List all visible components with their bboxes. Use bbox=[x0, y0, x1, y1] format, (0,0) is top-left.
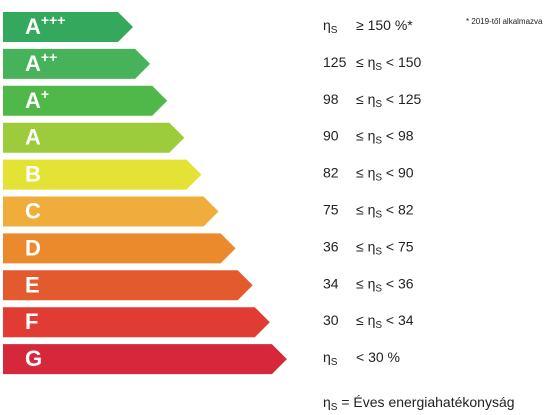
subscript: S bbox=[331, 357, 338, 368]
condition: ≤ ηS < 150 bbox=[356, 54, 422, 73]
energy-arrow bbox=[3, 196, 219, 227]
subscript: S bbox=[375, 246, 382, 257]
condition: ≥ 150 %* bbox=[356, 17, 413, 33]
letter: F bbox=[25, 309, 38, 334]
class-letter: C bbox=[25, 198, 41, 223]
text: < 30 % bbox=[356, 349, 400, 365]
text: ≤ η bbox=[356, 312, 375, 328]
text: ≤ η bbox=[356, 54, 375, 70]
text: 98 bbox=[323, 91, 339, 107]
text: 125 bbox=[323, 54, 347, 70]
text: η bbox=[323, 17, 331, 33]
letter: A bbox=[25, 88, 41, 113]
text: < 36 bbox=[382, 275, 414, 291]
subscript: S bbox=[375, 209, 382, 220]
text: < 90 bbox=[382, 164, 414, 180]
letter: G bbox=[25, 346, 42, 371]
footnote: * 2019-től alkalmazva bbox=[466, 17, 543, 26]
class-letter: D bbox=[25, 235, 41, 260]
text: 36 bbox=[323, 238, 339, 254]
letter: E bbox=[25, 272, 40, 297]
condition: ≤ ηS < 34 bbox=[356, 312, 414, 331]
condition: ≤ ηS < 125 bbox=[356, 91, 422, 110]
subscript: S bbox=[375, 98, 382, 109]
energy-arrow bbox=[3, 270, 253, 301]
text: 82 bbox=[323, 164, 339, 180]
subscript: S bbox=[375, 135, 382, 146]
energy-arrow bbox=[3, 48, 151, 79]
condition: 90 bbox=[323, 127, 339, 143]
letter: C bbox=[25, 198, 41, 223]
text: 30 bbox=[323, 312, 339, 328]
text: 75 bbox=[323, 201, 339, 217]
text: < 75 bbox=[382, 238, 414, 254]
condition: 82 bbox=[323, 164, 339, 180]
superscript: + bbox=[41, 86, 49, 102]
class-letter: A bbox=[25, 125, 41, 150]
condition: ≤ ηS < 82 bbox=[356, 201, 414, 220]
class-letter: B bbox=[25, 161, 41, 186]
energy-arrow bbox=[3, 159, 202, 190]
text: ≤ η bbox=[356, 201, 375, 217]
condition: 75 bbox=[323, 201, 339, 217]
condition: 98 bbox=[323, 91, 339, 107]
superscript: ++ bbox=[41, 49, 57, 65]
subscript: S bbox=[375, 320, 382, 331]
energy-arrow bbox=[3, 12, 133, 42]
class-letter: A+++ bbox=[25, 12, 65, 39]
legend: ηS = Éves energiahatékonyság bbox=[323, 394, 515, 413]
condition: ≤ ηS < 75 bbox=[356, 238, 414, 257]
energy-arrow bbox=[3, 307, 270, 338]
subscript: S bbox=[375, 172, 382, 183]
condition: 125 bbox=[323, 54, 347, 70]
text: ≤ η bbox=[356, 238, 375, 254]
class-letter: A+ bbox=[25, 86, 49, 113]
condition: 36 bbox=[323, 238, 339, 254]
subscript: S bbox=[375, 62, 382, 73]
superscript: +++ bbox=[41, 12, 66, 28]
energy-arrow bbox=[3, 344, 287, 375]
text: ≤ η bbox=[356, 275, 375, 291]
text: < 34 bbox=[382, 312, 414, 328]
class-letter: F bbox=[25, 309, 38, 334]
text: 90 bbox=[323, 127, 339, 143]
class-letter: E bbox=[25, 272, 40, 297]
class-letter: A++ bbox=[25, 49, 57, 76]
subscript: S bbox=[331, 25, 338, 36]
letter: A bbox=[25, 14, 41, 39]
text: 34 bbox=[323, 275, 339, 291]
text: < 82 bbox=[382, 201, 414, 217]
class-letter: G bbox=[25, 346, 42, 371]
text: η bbox=[323, 349, 331, 365]
letter: B bbox=[25, 161, 41, 186]
text: ≥ 150 %* bbox=[356, 17, 413, 33]
condition: ≤ ηS < 90 bbox=[356, 164, 414, 183]
text: < 125 bbox=[382, 91, 422, 107]
condition: ≤ ηS < 36 bbox=[356, 275, 414, 294]
text: ≤ η bbox=[356, 164, 375, 180]
energy-arrow bbox=[3, 233, 236, 264]
condition: ηS bbox=[323, 349, 338, 368]
letter: D bbox=[25, 235, 41, 260]
energy-arrow bbox=[3, 85, 168, 116]
subscript: S bbox=[331, 402, 338, 413]
letter: A bbox=[25, 125, 41, 150]
text: < 150 bbox=[382, 54, 422, 70]
condition: ηS bbox=[323, 17, 338, 36]
condition: ≤ ηS < 98 bbox=[356, 127, 414, 146]
condition: 34 bbox=[323, 275, 339, 291]
letter: A bbox=[25, 51, 41, 76]
subscript: S bbox=[375, 283, 382, 294]
text: < 98 bbox=[382, 127, 414, 143]
text: ≤ η bbox=[356, 91, 375, 107]
condition: 30 bbox=[323, 312, 339, 328]
text: ≤ η bbox=[356, 127, 375, 143]
text: η bbox=[323, 394, 331, 410]
energy-arrow bbox=[3, 122, 185, 153]
condition: < 30 % bbox=[356, 349, 400, 365]
text: = Éves energiahatékonyság bbox=[337, 394, 514, 410]
